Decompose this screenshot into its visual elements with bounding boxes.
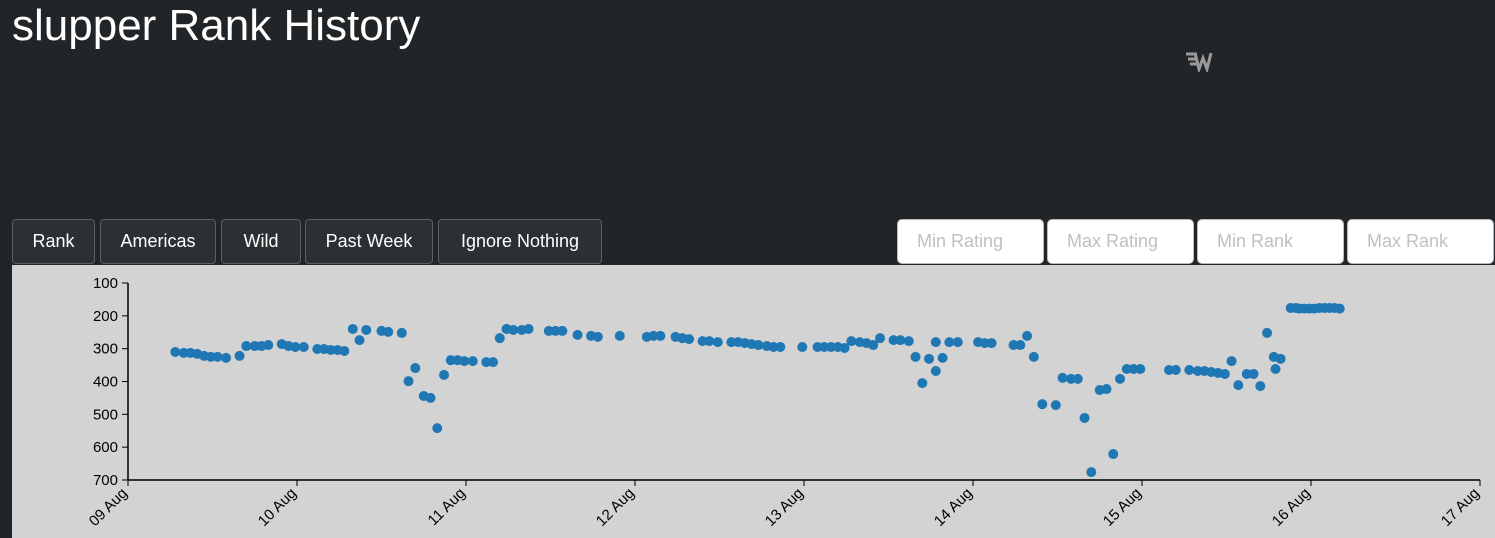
data-point	[1219, 368, 1230, 379]
data-point	[425, 392, 436, 403]
data-point	[1050, 400, 1061, 411]
data-point	[1226, 356, 1237, 367]
data-point	[868, 340, 879, 351]
data-point	[1233, 380, 1244, 391]
data-point	[1037, 399, 1048, 410]
text-input[interactable]: Max Rating	[1047, 219, 1194, 264]
data-point	[1270, 364, 1281, 375]
page-title: slupper Rank History	[12, 1, 421, 50]
data-point	[1115, 373, 1126, 384]
data-point	[1028, 351, 1039, 362]
data-point	[488, 357, 499, 368]
data-point	[241, 341, 252, 352]
data-point	[396, 327, 407, 338]
y-tick-label: 200	[93, 308, 118, 325]
data-point	[439, 369, 450, 380]
data-point	[572, 329, 583, 340]
data-point	[712, 337, 723, 348]
data-point	[432, 423, 443, 434]
data-point	[895, 335, 906, 346]
data-point	[234, 350, 245, 361]
button[interactable]: Ignore Nothing	[438, 219, 602, 264]
data-point	[410, 363, 421, 374]
y-tick-label: 700	[93, 472, 118, 489]
data-point	[1057, 372, 1068, 383]
data-point	[1079, 412, 1090, 423]
data-point	[1275, 353, 1286, 364]
y-tick-label: 600	[93, 439, 118, 456]
y-tick-label: 300	[93, 341, 118, 358]
data-point	[937, 352, 948, 363]
data-point	[1135, 364, 1146, 375]
data-point	[557, 325, 568, 336]
data-point	[298, 342, 309, 353]
data-point	[846, 336, 857, 347]
data-point	[614, 330, 625, 341]
y-tick-label: 400	[93, 374, 118, 391]
data-point	[1334, 303, 1345, 314]
data-point	[347, 323, 358, 334]
text-input[interactable]: Min Rank	[1197, 219, 1344, 264]
data-point	[1022, 330, 1033, 341]
data-point	[930, 365, 941, 376]
chart-background	[12, 265, 1495, 538]
data-point	[1255, 381, 1266, 392]
button[interactable]: Wild	[221, 219, 301, 264]
data-point	[1248, 368, 1259, 379]
data-point	[1262, 327, 1273, 338]
data-point	[684, 334, 695, 345]
data-point	[170, 346, 181, 357]
data-point	[797, 342, 808, 353]
data-point	[354, 335, 365, 346]
data-point	[361, 324, 372, 335]
data-point	[903, 336, 914, 347]
data-point	[930, 337, 941, 348]
data-point	[839, 343, 850, 354]
data-point	[910, 351, 921, 362]
y-tick-label: 500	[93, 406, 118, 423]
text-input[interactable]: Min Rating	[897, 219, 1044, 264]
data-point	[383, 326, 394, 337]
data-point	[592, 331, 603, 342]
button[interactable]: Past Week	[305, 219, 433, 264]
data-point	[1170, 365, 1181, 376]
data-point	[753, 340, 764, 351]
data-point	[924, 353, 935, 364]
data-point	[1108, 449, 1119, 460]
data-point	[403, 376, 414, 387]
data-point	[494, 333, 505, 344]
data-point	[1184, 365, 1195, 376]
data-point	[986, 338, 997, 349]
data-point	[952, 337, 963, 348]
data-point	[1101, 384, 1112, 395]
data-point	[290, 342, 301, 353]
data-point	[1086, 467, 1097, 478]
y-tick-label: 100	[93, 275, 118, 292]
data-point	[1072, 373, 1083, 384]
data-point	[212, 351, 223, 362]
data-point	[459, 356, 470, 367]
data-point	[944, 337, 955, 348]
data-point	[875, 333, 886, 344]
data-point	[655, 330, 666, 341]
logo	[1186, 52, 1213, 72]
data-point	[775, 342, 786, 353]
data-point	[221, 352, 232, 363]
data-point	[467, 356, 478, 367]
data-point	[1015, 340, 1026, 351]
data-point	[339, 345, 350, 356]
data-point	[704, 336, 715, 347]
data-point	[263, 340, 274, 351]
button[interactable]: Rank	[12, 219, 95, 264]
data-point	[508, 324, 519, 335]
button[interactable]: Americas	[100, 219, 216, 264]
data-point	[917, 378, 928, 389]
data-point	[523, 323, 534, 334]
text-input[interactable]: Max Rank	[1347, 219, 1494, 264]
